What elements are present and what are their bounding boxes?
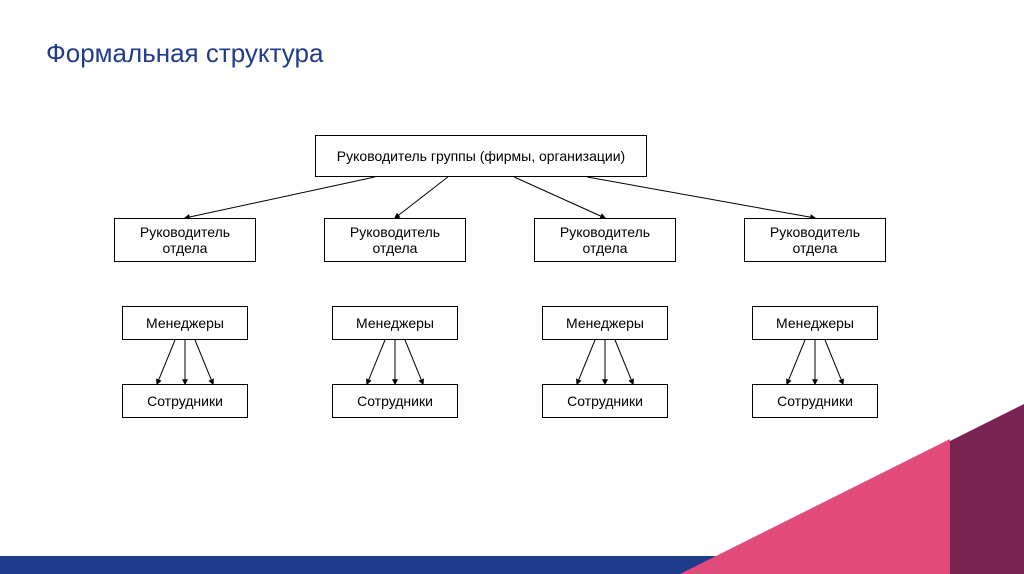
org-node-label: Менеджеры bbox=[566, 315, 644, 331]
org-node-label: Менеджеры bbox=[356, 315, 434, 331]
org-node-s2: Сотрудники bbox=[332, 384, 458, 418]
org-node-label: Сотрудники bbox=[147, 393, 223, 409]
org-node-root: Руководитель группы (фирмы, организации) bbox=[315, 135, 647, 177]
org-node-d4: Руководитель отдела bbox=[744, 218, 886, 262]
org-node-label: Руководитель отдела bbox=[140, 224, 230, 256]
org-node-label: Руководитель отдела bbox=[350, 224, 440, 256]
page-title: Формальная структура bbox=[46, 38, 323, 69]
org-node-d3: Руководитель отдела bbox=[534, 218, 676, 262]
decor-triangle-front bbox=[680, 439, 950, 574]
org-node-label: Руководитель отдела bbox=[770, 224, 860, 256]
org-node-label: Менеджеры bbox=[776, 315, 854, 331]
org-node-s3: Сотрудники bbox=[542, 384, 668, 418]
org-node-d2: Руководитель отдела bbox=[324, 218, 466, 262]
org-node-label: Сотрудники bbox=[567, 393, 643, 409]
org-node-m4: Менеджеры bbox=[752, 306, 878, 340]
org-node-m1: Менеджеры bbox=[122, 306, 248, 340]
org-node-label: Руководитель группы (фирмы, организации) bbox=[337, 148, 625, 164]
org-node-d1: Руководитель отдела bbox=[114, 218, 256, 262]
org-node-s1: Сотрудники bbox=[122, 384, 248, 418]
org-node-m2: Менеджеры bbox=[332, 306, 458, 340]
org-node-m3: Менеджеры bbox=[542, 306, 668, 340]
org-node-label: Руководитель отдела bbox=[560, 224, 650, 256]
org-node-label: Сотрудники bbox=[357, 393, 433, 409]
org-node-label: Менеджеры bbox=[146, 315, 224, 331]
